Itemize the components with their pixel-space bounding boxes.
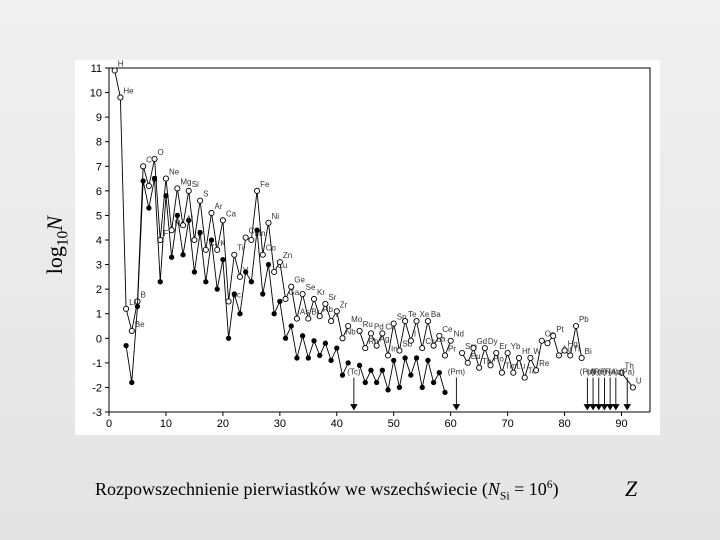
- svg-text:Si: Si: [192, 180, 199, 189]
- svg-text:30: 30: [274, 418, 286, 430]
- svg-text:As: As: [300, 308, 309, 317]
- svg-text:5: 5: [96, 210, 102, 222]
- svg-text:Tm: Tm: [505, 362, 517, 371]
- svg-text:Te: Te: [408, 310, 417, 319]
- svg-text:Kr: Kr: [317, 288, 325, 297]
- svg-text:(Pm): (Pm): [448, 368, 466, 377]
- svg-text:11: 11: [91, 63, 102, 75]
- svg-text:O: O: [158, 148, 164, 157]
- svg-text:0: 0: [106, 418, 112, 430]
- svg-text:Sr: Sr: [328, 293, 336, 302]
- svg-text:Pt: Pt: [556, 325, 564, 334]
- svg-text:Se: Se: [306, 283, 316, 292]
- svg-text:I: I: [414, 330, 416, 339]
- svg-text:20: 20: [217, 418, 229, 430]
- svg-text:70: 70: [502, 418, 514, 430]
- svg-text:Zr: Zr: [340, 300, 348, 309]
- svg-text:Ni: Ni: [271, 212, 279, 221]
- svg-text:90: 90: [615, 418, 627, 430]
- svg-text:9: 9: [96, 112, 102, 124]
- svg-text:Co: Co: [266, 244, 277, 253]
- svg-text:Fe: Fe: [260, 180, 270, 189]
- svg-text:Ca: Ca: [226, 209, 237, 218]
- svg-text:(Tc): (Tc): [347, 368, 361, 377]
- svg-text:Ti: Ti: [237, 244, 244, 253]
- svg-text:Ar: Ar: [215, 202, 223, 211]
- svg-text:3: 3: [96, 260, 102, 272]
- svg-text:Zn: Zn: [283, 251, 292, 260]
- svg-text:80: 80: [558, 418, 570, 430]
- svg-text:Bi: Bi: [585, 347, 592, 356]
- svg-text:40: 40: [331, 418, 343, 430]
- svg-text:Hf: Hf: [522, 347, 531, 356]
- svg-text:-3: -3: [92, 407, 102, 419]
- chart-panel: -3 -2 -1 0 1 2 3 4 5 6 7 8 9 10 11 0 10 20 30 40 50 60 70 80 90 H…: [75, 60, 660, 435]
- svg-text:S: S: [203, 190, 208, 199]
- svg-text:10: 10: [160, 418, 172, 430]
- svg-text:B: B: [140, 290, 145, 299]
- svg-text:0: 0: [96, 333, 102, 345]
- svg-text:6: 6: [96, 186, 102, 198]
- svg-text:Ge: Ge: [294, 276, 305, 285]
- abundance-chart: -3 -2 -1 0 1 2 3 4 5 6 7 8 9 10 11 0 10 20 30 40 50 60 70 80 90 H…: [75, 60, 660, 435]
- x-axis-label: Z: [625, 476, 637, 502]
- svg-text:Ce: Ce: [442, 325, 453, 334]
- svg-text:-2: -2: [92, 382, 102, 394]
- svg-text:Pd: Pd: [374, 322, 384, 331]
- svg-text:Eu: Eu: [471, 352, 481, 361]
- svg-text:W: W: [533, 347, 541, 356]
- svg-text:-1: -1: [92, 358, 102, 370]
- svg-text:Pb: Pb: [579, 315, 589, 324]
- svg-text:8: 8: [96, 137, 102, 149]
- svg-text:He: He: [123, 86, 134, 95]
- svg-text:Dy: Dy: [488, 337, 498, 346]
- svg-text:(Pa): (Pa): [620, 368, 635, 377]
- svg-text:H: H: [118, 60, 124, 68]
- svg-text:Re: Re: [539, 359, 550, 368]
- svg-text:Nd: Nd: [454, 330, 464, 339]
- svg-text:Ne: Ne: [169, 168, 180, 177]
- y-axis-label: log10N: [42, 216, 72, 274]
- svg-text:2: 2: [96, 284, 102, 296]
- svg-text:Ru: Ru: [363, 320, 373, 329]
- svg-text:10: 10: [90, 88, 102, 100]
- svg-text:Xe: Xe: [420, 310, 430, 319]
- svg-text:U: U: [636, 376, 642, 385]
- svg-text:Gd: Gd: [476, 337, 487, 346]
- svg-text:Tl: Tl: [573, 344, 580, 353]
- svg-text:In: In: [391, 344, 398, 353]
- chart-caption: Rozpowszechnienie pierwiastków we wszech…: [95, 478, 559, 503]
- svg-text:4: 4: [96, 235, 102, 247]
- svg-text:C: C: [146, 155, 152, 164]
- svg-text:1: 1: [96, 309, 102, 321]
- svg-text:60: 60: [445, 418, 457, 430]
- svg-text:Mo: Mo: [351, 315, 363, 324]
- svg-text:7: 7: [96, 161, 102, 173]
- svg-text:Ba: Ba: [431, 310, 441, 319]
- svg-text:Er: Er: [499, 342, 507, 351]
- svg-text:Pr: Pr: [448, 344, 456, 353]
- svg-text:Mg: Mg: [180, 177, 191, 186]
- svg-text:50: 50: [388, 418, 400, 430]
- svg-text:K: K: [220, 239, 226, 248]
- svg-text:Lu: Lu: [516, 362, 525, 371]
- svg-text:Yb: Yb: [511, 342, 521, 351]
